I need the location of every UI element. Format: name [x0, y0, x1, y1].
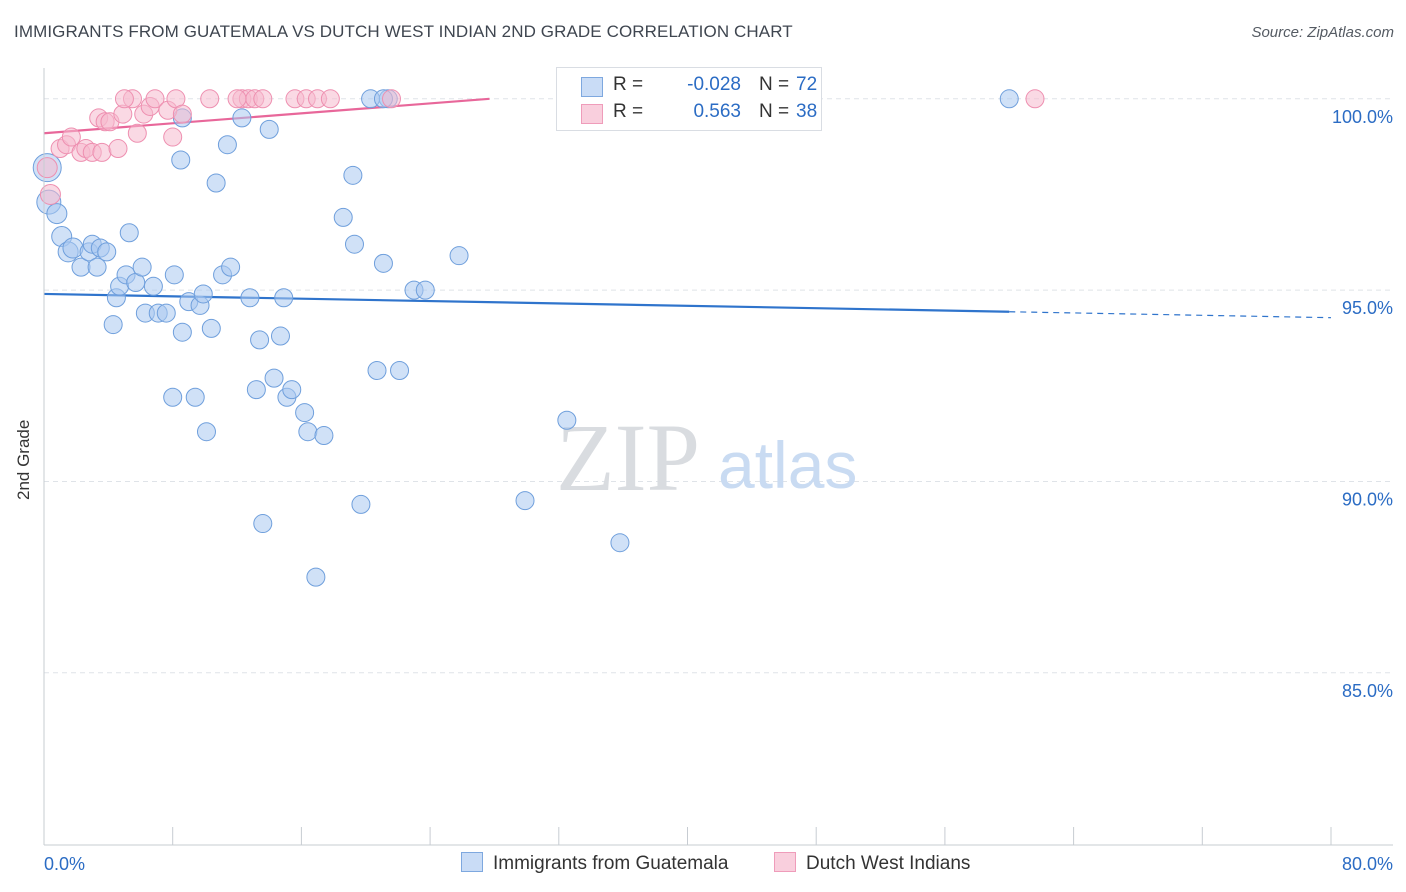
point-guatemala [240, 288, 260, 308]
point-guatemala [46, 203, 68, 225]
point-guatemala [253, 514, 273, 534]
point-dutch-west-indian [227, 89, 247, 109]
point-dutch-west-indian [36, 157, 58, 179]
point-guatemala [373, 253, 393, 273]
point-guatemala [172, 322, 192, 342]
point-guatemala [185, 387, 205, 407]
point-dutch-west-indian [1025, 89, 1045, 109]
point-guatemala [171, 150, 191, 170]
point-guatemala [97, 242, 117, 262]
source-credit: Source: ZipAtlas.com [1251, 24, 1394, 41]
bottom-legend-dutch-west-indian: Dutch West Indians [774, 852, 970, 878]
point-dutch-west-indian [127, 123, 147, 143]
bottom-legend-guatemala: Immigrants from Guatemala [461, 852, 728, 878]
point-dutch-west-indian [61, 127, 81, 147]
bottom-legend-swatch-pink [774, 852, 796, 872]
point-guatemala [193, 284, 213, 304]
point-guatemala [163, 387, 183, 407]
legend-swatch-blue [581, 77, 603, 97]
point-dutch-west-indian [253, 89, 273, 109]
point-guatemala [295, 403, 315, 423]
watermark-zip: ZIP [556, 404, 700, 511]
point-guatemala [232, 108, 252, 128]
point-guatemala [274, 288, 294, 308]
legend-r-label: R = [613, 74, 644, 95]
point-dutch-west-indian [114, 89, 134, 109]
legend-n-value: 72 [796, 74, 818, 95]
point-guatemala [282, 380, 302, 400]
point-guatemala [164, 265, 184, 285]
point-guatemala [143, 276, 163, 296]
legend-n-value: 38 [796, 101, 818, 122]
point-guatemala [259, 119, 279, 139]
point-dutch-west-indian [145, 89, 165, 109]
point-dutch-west-indian [172, 104, 192, 124]
point-guatemala [87, 257, 107, 277]
watermark-atlas: atlas [718, 428, 857, 502]
point-guatemala [103, 315, 123, 335]
legend-swatch-pink [581, 104, 603, 124]
point-guatemala [201, 318, 221, 338]
point-dutch-west-indian [163, 127, 183, 147]
point-guatemala [156, 303, 176, 323]
x-tick-label: 80.0% [1342, 854, 1393, 874]
point-guatemala [343, 165, 363, 185]
point-guatemala [344, 234, 364, 254]
y-tick-label: 95.0% [1342, 298, 1393, 318]
point-guatemala [449, 246, 469, 266]
y-tick-label: 100.0% [1332, 107, 1393, 127]
legend-n-label: N = [759, 74, 790, 95]
point-guatemala [351, 494, 371, 514]
trendline-dutch-west-indian [43, 97, 490, 135]
point-guatemala [264, 368, 284, 388]
point-guatemala [132, 257, 152, 277]
point-guatemala [217, 135, 237, 155]
bottom-legend-label: Dutch West Indians [806, 853, 971, 874]
point-guatemala [333, 207, 353, 227]
point-guatemala [557, 410, 577, 430]
point-guatemala [250, 330, 270, 350]
point-guatemala [610, 533, 630, 553]
point-dutch-west-indian [320, 89, 340, 109]
point-guatemala [306, 567, 326, 587]
legend-r-label: R = [613, 101, 644, 122]
point-guatemala [196, 422, 216, 442]
chart-title: IMMIGRANTS FROM GUATEMALA VS DUTCH WEST … [14, 22, 793, 41]
point-guatemala [390, 360, 410, 380]
point-dutch-west-indian [39, 183, 61, 205]
legend-r-value: 0.563 [693, 101, 741, 122]
point-guatemala [221, 257, 241, 277]
bottom-legend-swatch-blue [461, 852, 483, 872]
point-dutch-west-indian [108, 139, 128, 159]
point-dutch-west-indian [92, 142, 112, 162]
point-dutch-west-indian [200, 89, 220, 109]
point-dutch-west-indian [381, 89, 401, 109]
point-guatemala [314, 426, 334, 446]
point-guatemala [270, 326, 290, 346]
point-guatemala [246, 380, 266, 400]
point-guatemala [298, 422, 318, 442]
y-axis-label: 2nd Grade [14, 419, 33, 500]
point-guatemala [206, 173, 226, 193]
x-tick-label: 0.0% [44, 854, 85, 874]
point-guatemala [62, 237, 84, 259]
legend-n-label: N = [759, 101, 790, 122]
trendline-extension-guatemala [1009, 311, 1332, 319]
bottom-legend-label: Immigrants from Guatemala [493, 853, 729, 874]
point-guatemala [367, 360, 387, 380]
point-guatemala [999, 89, 1019, 109]
y-tick-label: 85.0% [1342, 681, 1393, 701]
stats-legend: R = -0.028 N = 72 R = 0.563 N = 38 [556, 67, 822, 131]
point-guatemala [119, 223, 139, 243]
point-guatemala [515, 491, 535, 511]
point-guatemala [415, 280, 435, 300]
legend-r-value: -0.028 [687, 74, 741, 95]
y-tick-label: 90.0% [1342, 489, 1393, 509]
